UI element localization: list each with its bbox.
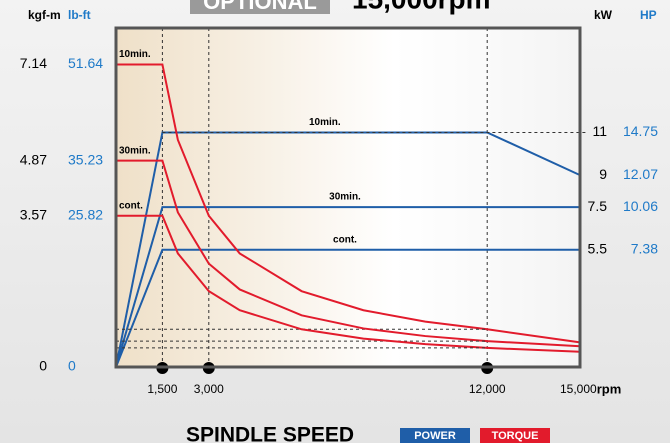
x-tick-label: 12,000 xyxy=(469,382,506,396)
y2-tick-label: 7.5 xyxy=(588,198,608,214)
x-tick-label: 15,000 xyxy=(560,382,597,396)
badge-box xyxy=(190,0,330,14)
series-line xyxy=(116,214,581,353)
y2-tick-label: 5.5 xyxy=(588,240,608,256)
y2-alt-tick-label: 7.38 xyxy=(631,240,658,256)
legend-label: TORQUE xyxy=(492,430,539,442)
badge: OPTIONAL xyxy=(203,0,317,14)
y-tick-label: 0 xyxy=(39,358,47,374)
x-tick-label: 1,500 xyxy=(147,382,177,396)
series-label: 30min. xyxy=(329,192,361,203)
x-unit: rpm xyxy=(597,381,622,396)
y-alt-tick-label: 25.82 xyxy=(68,206,103,222)
y2-alt-axis-label: HP xyxy=(640,8,657,22)
series-line xyxy=(116,63,581,344)
y2-alt-tick-label: 12.07 xyxy=(623,166,658,182)
y-tick-label: 7.14 xyxy=(20,55,47,71)
y-axis-label: kgf-m xyxy=(28,8,61,22)
y-tick-label: 4.87 xyxy=(20,151,47,167)
x-axis-title: SPINDLE SPEED xyxy=(186,424,354,443)
y-alt-tick-label: 51.64 xyxy=(68,55,103,71)
plot-area xyxy=(116,28,580,367)
y-tick-label: 3.57 xyxy=(20,206,47,222)
plot-border xyxy=(114,26,582,369)
series-label: cont. xyxy=(119,200,143,211)
y2-tick-label: 11 xyxy=(592,123,607,139)
y-alt-axis-label: lb-ft xyxy=(68,8,91,22)
series-label: cont. xyxy=(333,234,357,245)
x-tick-label: 3,000 xyxy=(194,382,224,396)
series-line xyxy=(115,248,580,368)
y2-alt-tick-label: 14.75 xyxy=(623,123,658,139)
legend-swatch xyxy=(480,428,550,443)
y2-tick-label: 9 xyxy=(599,166,607,182)
y-alt-tick-label: 0 xyxy=(68,358,76,374)
y2-axis-label: kW xyxy=(594,8,613,22)
series-label: 30min. xyxy=(119,145,151,156)
legend-label: POWER xyxy=(414,430,456,442)
legend-swatch xyxy=(400,428,470,443)
y-alt-tick-label: 35.23 xyxy=(68,151,103,167)
series-label: 10min. xyxy=(309,117,341,128)
series-label: 10min. xyxy=(119,49,151,60)
y2-alt-tick-label: 10.06 xyxy=(623,198,658,214)
series-line xyxy=(115,206,580,368)
series-line xyxy=(116,159,581,348)
